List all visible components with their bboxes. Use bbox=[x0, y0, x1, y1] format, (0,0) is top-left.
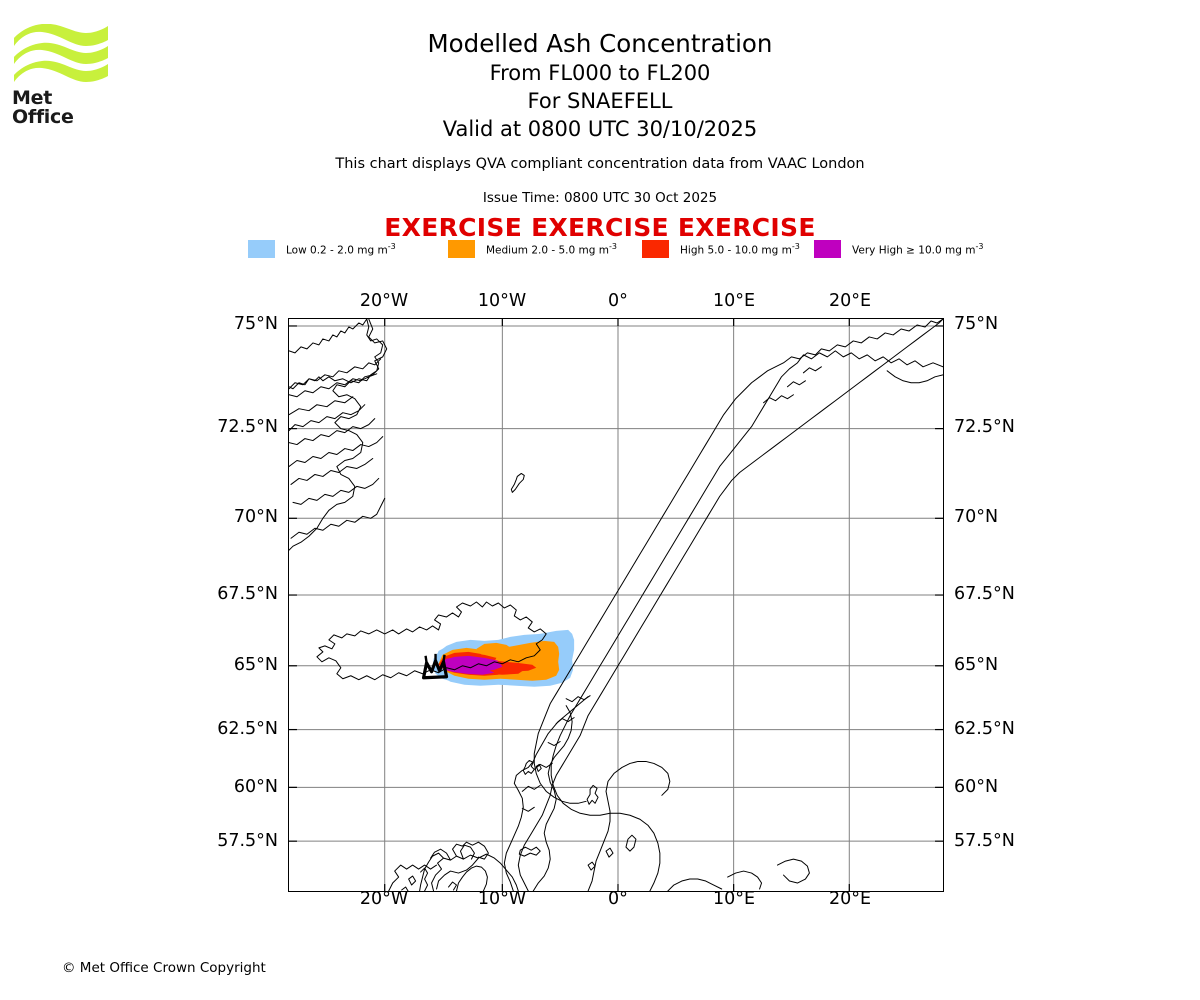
coastline-denmark bbox=[448, 865, 488, 891]
lon-tick-label-bot-0: 20°W bbox=[359, 889, 409, 909]
coastline-orkney bbox=[518, 846, 541, 857]
graticule-gridlines bbox=[289, 319, 943, 891]
lon-tick-label-bot-3: 10°E bbox=[712, 889, 756, 909]
lon-tick-label-top-2: 0° bbox=[608, 291, 628, 311]
lon-tick-label-bot-4: 20°E bbox=[828, 889, 872, 909]
legend-label-exponent-3: -3 bbox=[975, 241, 984, 251]
coastline-jan-mayen bbox=[510, 472, 525, 493]
lon-tick-label-top-4: 20°E bbox=[828, 291, 872, 311]
met-office-logo-text: Met Office bbox=[12, 87, 74, 128]
title-line-4: Valid at 0800 UTC 30/10/2025 bbox=[442, 117, 758, 141]
coastline-shetland bbox=[586, 784, 599, 805]
lon-tick-label-bot-1: 10°W bbox=[477, 889, 527, 909]
met-office-wave-icon bbox=[14, 24, 108, 82]
lon-tick-label-top-1: 10°W bbox=[477, 291, 527, 311]
legend-item-0: Low 0.2 - 2.0 mg m-3 bbox=[248, 239, 396, 259]
lat-tick-label-left-2: 70°N bbox=[233, 507, 278, 527]
title-line-3: For SNAEFELL bbox=[527, 89, 673, 113]
lat-tick-label-left-6: 60°N bbox=[233, 777, 278, 797]
issue-time-label: Issue Time: 0800 UTC 30 Oct 2025 bbox=[482, 190, 718, 206]
legend-label-exponent-0: -3 bbox=[387, 241, 396, 251]
legend-swatch-3 bbox=[814, 240, 841, 258]
lat-tick-label-right-3: 67.5°N bbox=[954, 584, 1015, 604]
plume-contour-medium-lobe bbox=[476, 642, 513, 654]
coastline-greenland-main bbox=[289, 319, 388, 551]
coastline-baltic bbox=[667, 858, 810, 891]
coastline-greenland bbox=[289, 319, 386, 539]
legend-label-exponent-2: -3 bbox=[791, 241, 800, 251]
coastline-scandinavia bbox=[388, 864, 438, 891]
legend-item-1: Medium 2.0 - 5.0 mg m-3 bbox=[448, 239, 617, 259]
copyright-notice: © Met Office Crown Copyright bbox=[62, 960, 266, 976]
coastline-outer-hebrides bbox=[401, 867, 429, 891]
coastline-scotland-north bbox=[452, 841, 489, 860]
lat-tick-label-right-4: 65°N bbox=[954, 655, 999, 675]
legend-swatch-1 bbox=[448, 240, 475, 258]
axis-tick-marks bbox=[289, 319, 943, 891]
coastline-finland bbox=[587, 760, 671, 891]
coastline-southern-norway bbox=[503, 696, 589, 891]
ash-plume-contours bbox=[432, 629, 575, 687]
coastline-great-britain bbox=[419, 844, 519, 891]
coastline-lofoten bbox=[763, 366, 822, 404]
legend-swatch-0 bbox=[248, 240, 275, 258]
lat-tick-label-left-5: 62.5°N bbox=[217, 719, 278, 739]
lat-tick-label-right-7: 57.5°N bbox=[954, 831, 1015, 851]
legend-label-exponent-1: -3 bbox=[608, 241, 617, 251]
coastline-kola bbox=[886, 370, 943, 384]
lon-tick-label-bot-2: 0° bbox=[608, 889, 628, 909]
lat-tick-label-right-6: 60°N bbox=[954, 777, 999, 797]
lat-tick-label-right-5: 62.5°N bbox=[954, 719, 1015, 739]
coastline-iceland bbox=[316, 601, 547, 681]
legend-label-0: Low 0.2 - 2.0 mg m-3 bbox=[286, 241, 396, 257]
coastline-baltic-islands bbox=[587, 834, 637, 871]
lat-tick-label-left-1: 72.5°N bbox=[217, 417, 278, 437]
coastline-norway bbox=[533, 319, 943, 804]
lat-tick-label-right-1: 72.5°N bbox=[954, 417, 1015, 437]
plume-contour-veryhigh-core bbox=[440, 656, 503, 672]
chart-title-block: Modelled Ash Concentration From FL000 to… bbox=[0, 28, 1200, 143]
met-office-logo: Met Office bbox=[12, 24, 112, 127]
map-canvas bbox=[289, 319, 943, 891]
lon-tick-label-top-3: 10°E bbox=[712, 291, 756, 311]
lat-tick-label-left-7: 57.5°N bbox=[217, 831, 278, 851]
lat-tick-label-left-4: 65°N bbox=[233, 655, 278, 675]
lat-tick-label-right-0: 75°N bbox=[954, 314, 999, 334]
legend-label-3: Very High ≥ 10.0 mg m-3 bbox=[852, 241, 984, 257]
legend-item-3: Very High ≥ 10.0 mg m-3 bbox=[814, 239, 983, 259]
lat-tick-label-left-0: 75°N bbox=[233, 314, 278, 334]
legend-label-2: High 5.0 - 10.0 mg m-3 bbox=[680, 241, 800, 257]
concentration-legend: Low 0.2 - 2.0 mg m-3 Medium 2.0 - 5.0 mg … bbox=[248, 239, 988, 259]
coastline-sweden bbox=[532, 705, 573, 891]
legend-swatch-2 bbox=[642, 240, 669, 258]
map-frame[interactable] bbox=[288, 318, 944, 892]
coastlines bbox=[289, 319, 943, 891]
lat-tick-label-right-2: 70°N bbox=[954, 507, 999, 527]
title-line-2: From FL000 to FL200 bbox=[489, 61, 711, 85]
volcano-marker-icon[interactable] bbox=[421, 653, 449, 680]
coastline-nordic-composite bbox=[550, 350, 943, 891]
map-panel bbox=[288, 318, 944, 892]
legend-item-2: High 5.0 - 10.0 mg m-3 bbox=[642, 239, 800, 259]
title-line-1: Modelled Ash Concentration bbox=[427, 29, 773, 58]
qva-compliance-note: This chart displays QVA compliant concen… bbox=[335, 156, 865, 172]
coastline-norway-west bbox=[517, 319, 943, 891]
coastlines-detail bbox=[521, 350, 943, 891]
coastline-norway-fjords bbox=[521, 695, 591, 812]
lat-tick-label-left-3: 67.5°N bbox=[217, 584, 278, 604]
exercise-banner: EXERCISE EXERCISE EXERCISE bbox=[384, 213, 816, 242]
lon-tick-label-top-0: 20°W bbox=[359, 291, 409, 311]
legend-label-1: Medium 2.0 - 5.0 mg m-3 bbox=[486, 241, 617, 257]
